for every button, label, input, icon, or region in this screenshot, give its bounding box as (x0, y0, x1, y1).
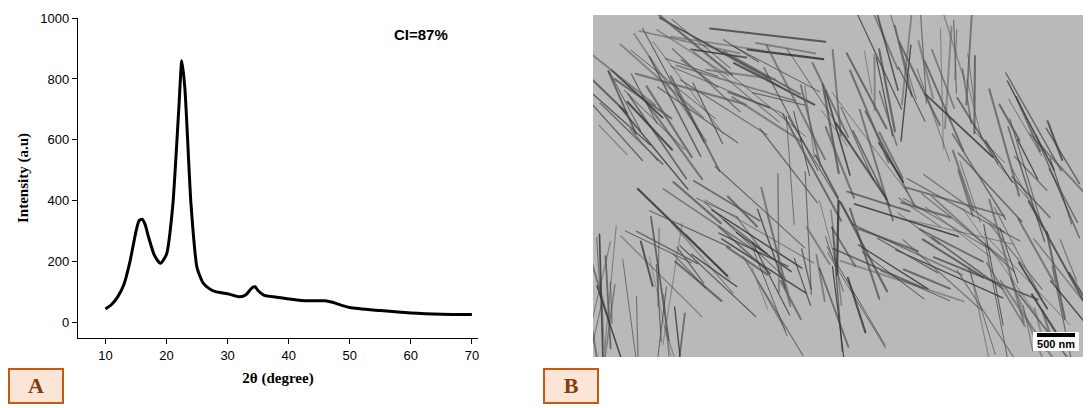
svg-text:600: 600 (47, 132, 69, 147)
svg-text:800: 800 (47, 72, 69, 87)
svg-text:70: 70 (465, 348, 479, 363)
svg-text:30: 30 (220, 348, 234, 363)
html-text:500 nm: 500 nm (1037, 338, 1075, 350)
svg-text:2θ (degree): 2θ (degree) (242, 370, 313, 387)
svg-text:10: 10 (98, 348, 112, 363)
svg-text:40: 40 (281, 348, 295, 363)
svg-text:400: 400 (47, 193, 69, 208)
svg-text:20: 20 (159, 348, 173, 363)
svg-text:200: 200 (47, 254, 69, 269)
svg-text:50: 50 (343, 348, 357, 363)
svg-text:60: 60 (404, 348, 418, 363)
svg-text:0: 0 (62, 315, 69, 330)
svg-text:CI=87%: CI=87% (394, 26, 448, 43)
html-text:A: A (28, 373, 44, 398)
html-text:B: B (563, 373, 579, 398)
svg-text:Intensity (a.u): Intensity (a.u) (15, 133, 32, 223)
svg-text:1000: 1000 (40, 11, 69, 26)
